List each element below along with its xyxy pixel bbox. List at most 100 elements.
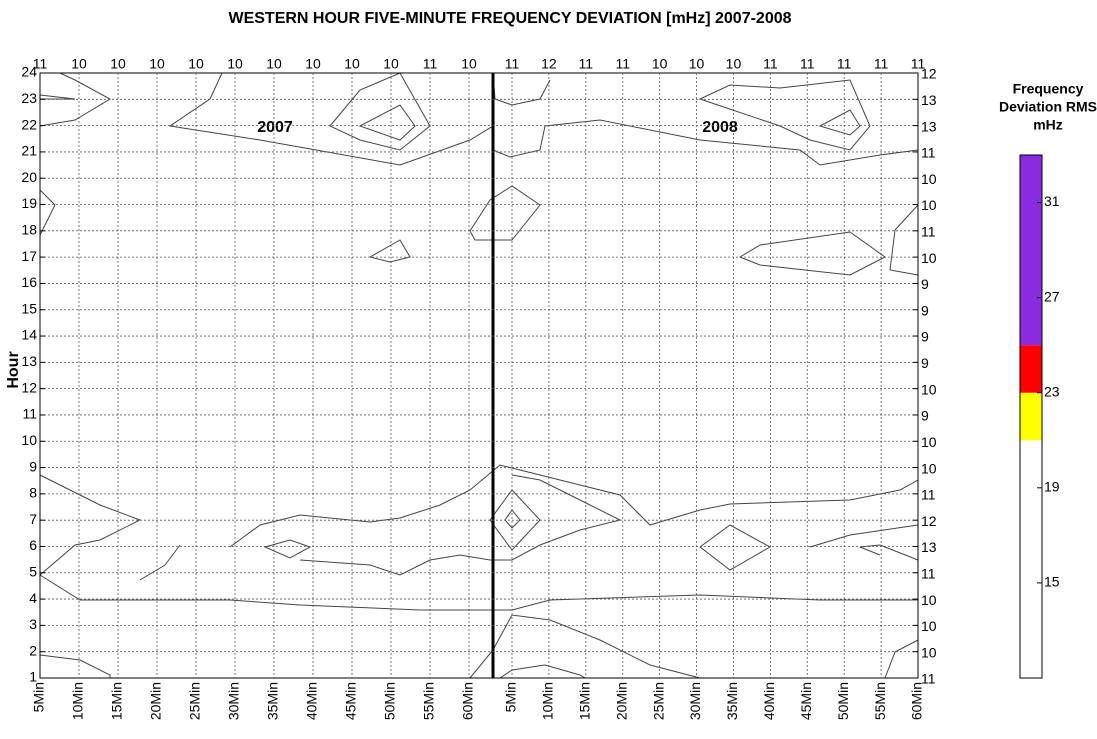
- right-label: 11: [921, 145, 936, 161]
- x-tick-label: 20Min: [613, 682, 629, 720]
- right-label: 10: [921, 460, 937, 476]
- right-label: 10: [921, 644, 937, 660]
- colorbar-bin: [1020, 155, 1042, 346]
- right-label: 10: [921, 592, 937, 608]
- colorbar-title: mHz: [1033, 117, 1063, 133]
- y-tick-label: 16: [21, 274, 37, 290]
- x-tick-label: 20Min: [148, 682, 164, 720]
- right-label: 10: [921, 434, 937, 450]
- right-label: 10: [921, 618, 937, 634]
- y-tick-label: 6: [29, 537, 37, 553]
- colorbar-frame: [1019, 154, 1043, 679]
- top-label: 10: [726, 56, 742, 72]
- top-label: 10: [266, 56, 282, 72]
- right-label: 12: [921, 513, 937, 529]
- right-label: 10: [921, 381, 937, 397]
- y-tick-label: 19: [21, 195, 37, 211]
- x-tick-label: 10Min: [540, 682, 556, 720]
- y-tick-label: 2: [29, 642, 37, 658]
- right-label: 11: [921, 487, 936, 503]
- right-label: 9: [921, 408, 929, 424]
- right-label: 11: [921, 224, 936, 240]
- y-tick-label: 3: [29, 616, 37, 632]
- x-tick-label: 30Min: [226, 682, 242, 720]
- y-axis-label: Hour: [5, 351, 22, 388]
- top-label: 11: [874, 56, 889, 72]
- top-label: 10: [188, 56, 204, 72]
- colorbar-tick-label: 15: [1044, 574, 1060, 590]
- top-label: 10: [71, 56, 87, 72]
- y-tick-label: 22: [21, 116, 37, 132]
- x-tick-label: 35Min: [724, 682, 740, 720]
- x-tick-label: 25Min: [187, 682, 203, 720]
- colorbar-tick-label: 27: [1044, 288, 1060, 304]
- x-tick-label: 35Min: [265, 682, 281, 720]
- right-label: 9: [921, 276, 929, 292]
- x-tick-label: 30Min: [687, 682, 703, 720]
- top-label: 11: [800, 56, 815, 72]
- top-label: 10: [305, 56, 321, 72]
- top-label: 12: [541, 56, 557, 72]
- colorbar-bin: [1020, 345, 1042, 393]
- y-tick-label: 21: [21, 143, 37, 159]
- y-tick-label: 17: [21, 248, 37, 264]
- y-tick-label: 11: [22, 406, 37, 422]
- top-label: 10: [110, 56, 126, 72]
- contour-lines: [39, 72, 919, 679]
- y-tick-label: 9: [29, 458, 37, 474]
- y-tick-label: 12: [21, 379, 37, 395]
- x-tick-label: 60Min: [460, 682, 476, 720]
- x-tick-label: 25Min: [650, 682, 666, 720]
- right-label: 9: [921, 329, 929, 345]
- x-tick-label: 50Min: [382, 682, 398, 720]
- y-tick-label: 24: [21, 64, 37, 80]
- colorbar-tick-label: 31: [1044, 193, 1060, 209]
- top-label: 10: [461, 56, 477, 72]
- x-tick-label: 50Min: [835, 682, 851, 720]
- top-label: 10: [149, 56, 165, 72]
- y-tick-label: 20: [21, 169, 37, 185]
- right-label: 10: [921, 171, 937, 187]
- right-label: 13: [921, 92, 937, 108]
- chart-title: WESTERN HOUR FIVE-MINUTE FREQUENCY DEVIA…: [228, 10, 791, 27]
- y-tick-label: 1: [29, 669, 37, 685]
- x-tick-label: 5Min: [31, 682, 47, 712]
- annotation: 2008: [702, 119, 738, 136]
- y-tick-label: 5: [29, 563, 37, 579]
- y-tick-label: 8: [29, 485, 37, 501]
- right-label: 10: [921, 250, 937, 266]
- annotation: 2007: [257, 119, 293, 136]
- top-label: 11: [911, 56, 926, 72]
- top-label: 11: [837, 56, 852, 72]
- colorbar-title: Deviation RMS: [999, 99, 1097, 115]
- y-tick-label: 7: [29, 511, 37, 527]
- colorbar-bin: [1020, 392, 1042, 441]
- top-label: 11: [763, 56, 778, 72]
- x-tick-label: 15Min: [109, 682, 125, 720]
- x-tick-label: 45Min: [343, 682, 359, 720]
- top-label: 10: [227, 56, 243, 72]
- x-tick-label: 5Min: [503, 682, 519, 712]
- colorbar-tick-label: 19: [1044, 479, 1060, 495]
- x-tick-label: 40Min: [761, 682, 777, 720]
- top-label: 10: [344, 56, 360, 72]
- y-tick-label: 10: [21, 432, 37, 448]
- right-label: 13: [921, 539, 937, 555]
- x-tick-label: 45Min: [798, 682, 814, 720]
- right-label: 11: [921, 565, 936, 581]
- y-tick-label: 4: [29, 590, 37, 606]
- plot-frame: [39, 72, 919, 679]
- colorbar-tick-label: 23: [1044, 383, 1060, 399]
- x-tick-label: 40Min: [304, 682, 320, 720]
- top-label: 11: [505, 56, 520, 72]
- y-tick-label: 14: [21, 327, 37, 343]
- right-label: 11: [921, 671, 936, 687]
- top-label: 11: [579, 56, 594, 72]
- x-tick-label: 55Min: [421, 682, 437, 720]
- right-label: 10: [921, 197, 937, 213]
- top-label: 11: [615, 56, 630, 72]
- right-label: 12: [921, 66, 937, 82]
- y-tick-label: 18: [21, 222, 37, 238]
- top-label: 10: [652, 56, 668, 72]
